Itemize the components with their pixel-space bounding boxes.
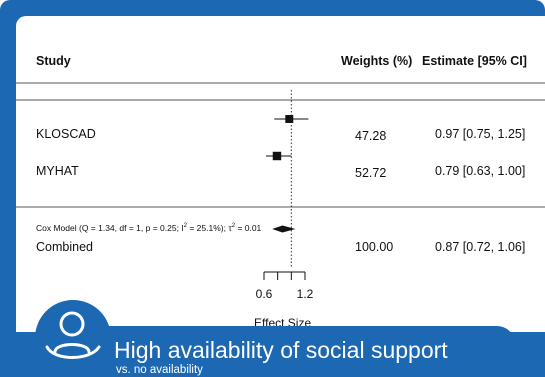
x-tick-label: 0.6 xyxy=(256,287,273,301)
banner-title: High availability of social support xyxy=(114,337,448,364)
point-estimate xyxy=(273,152,281,160)
person-support-icon xyxy=(44,306,102,368)
pooled-diamond xyxy=(272,226,295,233)
banner-subtitle: vs. no availability xyxy=(116,364,203,376)
x-tick-label: 1.2 xyxy=(297,287,314,301)
point-estimate xyxy=(285,115,293,123)
